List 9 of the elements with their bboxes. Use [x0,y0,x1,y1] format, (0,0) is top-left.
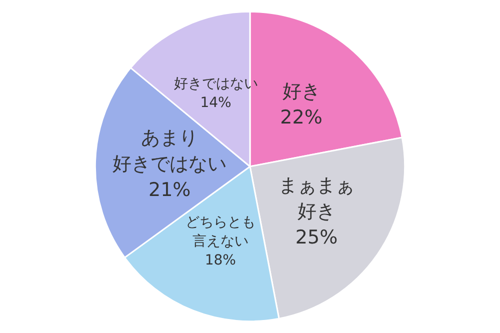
data-label: 25% [295,226,338,249]
slice-label: どちらとも言えない [185,214,256,250]
data-label: 18% [204,252,236,268]
data-label: 21% [148,178,191,201]
data-label: 14% [200,95,232,112]
data-label: 22% [280,106,322,129]
slice-label: まぁまぁ好き [278,174,355,223]
slice-label: 好き [282,80,320,103]
slice-label: あまり好きではない [112,126,227,175]
